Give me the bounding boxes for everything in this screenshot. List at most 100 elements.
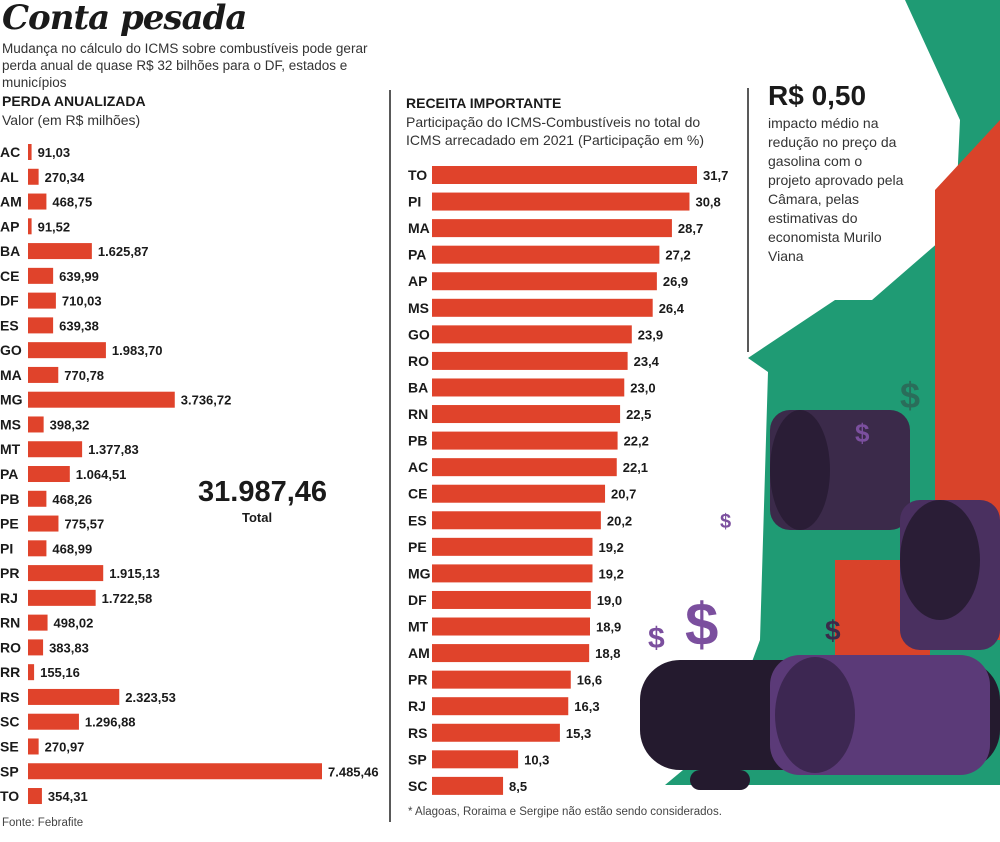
value-label: 1.064,51 [76, 467, 127, 482]
category-label: AP [0, 218, 19, 234]
value-label: 1.983,70 [112, 343, 163, 358]
bar [28, 193, 47, 210]
svg-text:$: $ [855, 418, 870, 448]
value-label: 3.736,72 [181, 393, 232, 408]
value-label: 498,02 [54, 616, 94, 631]
bar [432, 617, 590, 636]
category-label: PE [0, 516, 19, 532]
bar [432, 776, 504, 795]
bar [28, 267, 54, 284]
left-bar-chart: AC 91,03 AL 270,34 AM 468,75 AP 91,52 BA 1.625,87… [0, 144, 379, 805]
bar [432, 272, 657, 291]
right-chart-title: RECEITA IMPORTANTE [406, 95, 562, 111]
bar [432, 298, 653, 317]
value-label: 20,7 [611, 487, 636, 502]
value-label: 398,32 [50, 417, 90, 432]
total-value: 31.987,46 [198, 476, 328, 508]
highlight-description: impacto médio na redução no preço da gas… [768, 115, 904, 264]
left-chart-title: PERDA ANUALIZADA [2, 93, 146, 109]
category-label: PA [408, 247, 426, 263]
page-title: Conta pesada [2, 0, 247, 38]
category-label: RS [408, 725, 427, 741]
bar [28, 218, 32, 235]
bar [28, 664, 35, 681]
value-label: 710,03 [62, 294, 102, 309]
bar [432, 325, 632, 344]
bar [432, 511, 601, 530]
category-label: PA [0, 466, 18, 482]
bar [28, 416, 44, 433]
bar [28, 243, 92, 260]
value-label: 19,0 [597, 593, 622, 608]
value-label: 91,52 [38, 219, 71, 234]
category-label: MS [408, 300, 429, 316]
value-label: 19,2 [599, 566, 624, 581]
bar [28, 317, 54, 334]
category-label: DF [0, 293, 19, 309]
category-label: GO [408, 326, 430, 342]
value-label: 1.377,83 [88, 442, 139, 457]
category-label: RJ [0, 590, 18, 606]
category-label: BA [408, 379, 428, 395]
bar [28, 490, 47, 507]
value-label: 20,2 [607, 513, 632, 528]
bar [28, 738, 39, 755]
value-label: 23,9 [638, 327, 663, 342]
value-label: 639,38 [59, 318, 99, 333]
bar [432, 750, 519, 769]
footnote: * Alagoas, Roraima e Sergipe não estão s… [408, 806, 722, 818]
value-label: 26,9 [663, 274, 688, 289]
bar [28, 441, 83, 458]
value-label: 1.722,58 [102, 591, 153, 606]
bar [28, 466, 70, 483]
source-note: Fonte: Febrafite [2, 817, 84, 829]
svg-text:$: $ [685, 591, 718, 658]
bar [28, 788, 42, 805]
value-label: 155,16 [40, 665, 80, 680]
category-label: SC [0, 714, 19, 730]
svg-text:$: $ [720, 511, 731, 533]
category-label: CE [408, 486, 427, 502]
category-label: GO [0, 342, 22, 358]
value-label: 18,9 [596, 620, 621, 635]
category-label: MG [0, 392, 23, 408]
value-label: 22,1 [623, 460, 648, 475]
value-label: 468,99 [52, 541, 92, 556]
svg-text:$: $ [648, 622, 665, 655]
category-label: PR [0, 565, 19, 581]
category-label: TO [408, 167, 427, 183]
category-label: ES [408, 512, 427, 528]
bar [28, 688, 120, 705]
category-label: AM [0, 194, 22, 210]
value-label: 15,3 [566, 726, 591, 741]
bar [432, 484, 606, 503]
category-label: MT [408, 619, 429, 635]
bar [432, 219, 672, 238]
category-label: CE [0, 268, 19, 284]
category-label: MA [0, 367, 22, 383]
bar [432, 458, 617, 477]
category-label: MG [408, 565, 431, 581]
bar [28, 639, 44, 656]
category-label: PB [408, 433, 427, 449]
bar [28, 292, 56, 309]
value-label: 270,97 [45, 739, 85, 754]
bar [28, 589, 96, 606]
svg-text:$: $ [900, 375, 920, 416]
category-label: SE [0, 738, 19, 754]
value-label: 30,8 [695, 195, 720, 210]
category-label: PE [408, 539, 427, 555]
category-label: RR [0, 664, 20, 680]
bar [28, 713, 79, 730]
value-label: 383,83 [49, 640, 89, 655]
category-label: AM [408, 645, 430, 661]
left-chart-subtitle: Valor (em R$ milhões) [2, 112, 141, 128]
value-label: 23,0 [630, 380, 655, 395]
bar [432, 431, 618, 450]
value-label: 19,2 [599, 540, 624, 555]
page-subtitle: Mudança no cálculo do ICMS sobre combust… [2, 41, 368, 90]
category-label: MS [0, 416, 21, 432]
value-label: 468,26 [52, 492, 92, 507]
category-label: PB [0, 491, 19, 507]
